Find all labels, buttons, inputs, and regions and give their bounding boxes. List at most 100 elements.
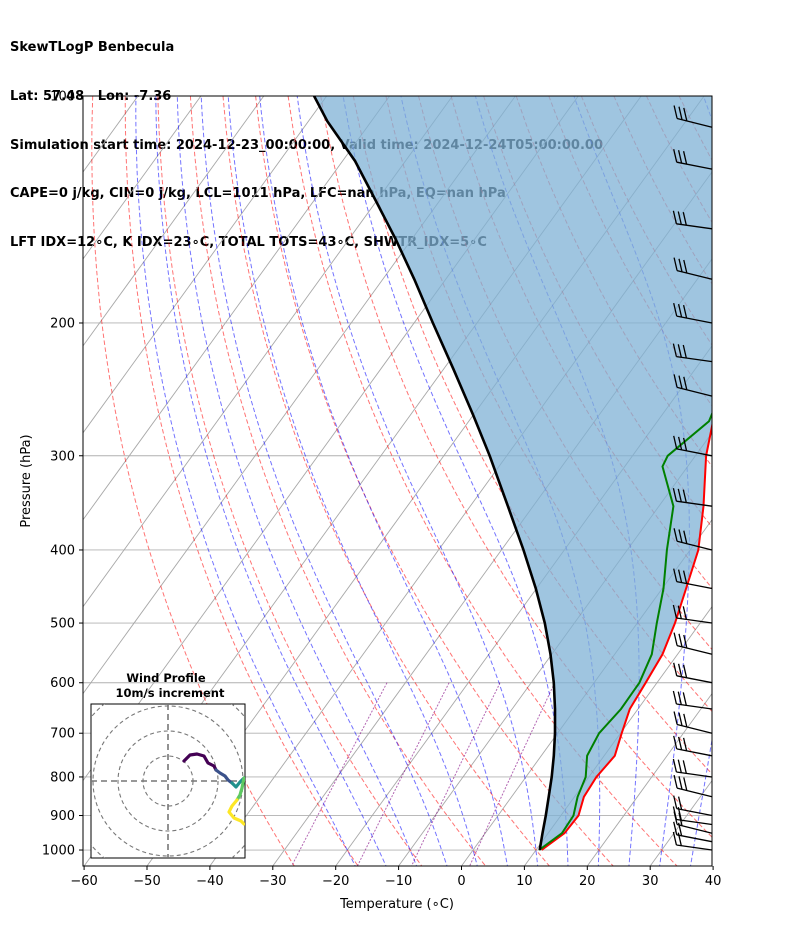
x-tick-label: 40 [705,874,722,889]
x-tick-label: −40 [196,874,223,889]
y-tick-label: 1000 [42,844,75,859]
barb-feather [683,259,688,274]
hodograph-trace [214,768,234,785]
x-tick-label: −10 [385,874,412,889]
parcel-line [312,96,557,851]
moist-adiabat [342,96,569,866]
wind-barb [672,604,713,624]
mixing-ratio-line [291,682,388,866]
barb-feather [682,692,687,706]
dry-adiabat [255,96,614,866]
barb-feather [673,711,678,725]
x-tick-label: −30 [259,874,286,889]
barb-staff [676,703,713,710]
isotherm-line [83,96,328,434]
barb-feather [672,604,678,619]
wind-barb [673,662,713,684]
wind-profile-inset: Wind Profile 10m/s increment [90,671,246,859]
barb-feather [673,105,678,119]
barb-feather [677,663,683,677]
hodograph-ring [117,730,219,832]
title-station: SkewTLogP Benbecula [10,40,175,56]
barb-feather [672,210,678,224]
barb-feather [673,632,678,646]
hodograph-trace [227,798,245,826]
barb-feather [677,303,683,318]
barb-staff [676,540,713,551]
isotherm-line [83,96,453,608]
mixing-ratio-line [469,682,556,866]
barb-feather [677,736,683,751]
barb-feather [672,690,678,705]
dewpoint-line [538,411,712,851]
wind-barbs [672,105,713,851]
inset-title-1: Wind Profile [126,671,206,685]
wind-barb [673,435,713,457]
wind-barb [673,795,713,817]
moist-adiabat [135,96,356,866]
x-tick-label: −60 [70,874,97,889]
moist-adiabat [200,96,448,866]
barb-feather [678,712,683,726]
barb-staff [676,807,713,817]
isotherm-line [586,692,712,866]
barb-feather [682,304,688,319]
barb-feather [678,529,683,543]
barb-staff [676,386,713,397]
barb-feather [683,376,688,390]
barb-staff [676,844,713,851]
mixing-ratio-line [356,682,450,866]
isotherm-line [83,96,265,347]
barb-staff [676,500,713,507]
wind-barb [673,528,713,551]
barb-feather [678,258,683,272]
barb-feather [682,737,688,752]
barb-feather [678,633,683,647]
barb-feather [673,821,678,835]
wind-barb [673,632,713,655]
wind-barb [673,735,713,757]
barb-staff [676,771,713,778]
wind-barb [672,343,713,363]
barb-staff [676,355,713,363]
barb-feather [673,568,678,582]
moist-adiabat [155,96,387,866]
moist-adiabat [176,96,418,866]
barb-feather [672,806,678,820]
barb-feather [672,343,678,357]
barb-staff [676,617,713,624]
barb-feather [682,664,688,678]
barb-feather [672,758,678,773]
dry-adiabat [777,96,794,869]
x-tick-label: −20 [322,874,349,889]
barb-staff [676,315,713,324]
wind-barb [673,568,713,590]
y-tick-label: 500 [50,617,75,632]
x-axis-label: Temperature (∘C) [339,897,454,912]
dry-adiabat [222,96,551,866]
wind-barb [672,690,713,710]
barb-feather [683,530,688,544]
barb-feather [682,489,687,503]
barb-feather [673,662,678,676]
isotherm-line [0,96,75,866]
moist-adiabat [259,96,508,866]
barb-feather [682,606,687,620]
y-tick-label: 300 [50,449,75,464]
barb-staff [676,269,713,280]
y-tick-label: 600 [50,676,75,691]
isotherm-line [776,96,794,866]
barb-feather [677,759,682,773]
barb-feather [673,735,678,750]
mixing-ratio-line [410,682,501,866]
barb-staff [676,787,713,798]
dry-adiabat [744,96,794,869]
hodograph-trace [235,776,245,802]
barb-feather [682,760,687,774]
isotherm-line [713,96,794,866]
y-tick-label: 700 [50,727,75,742]
barb-staff [676,161,713,170]
wind-barb [673,105,713,128]
barb-feather [677,488,682,503]
